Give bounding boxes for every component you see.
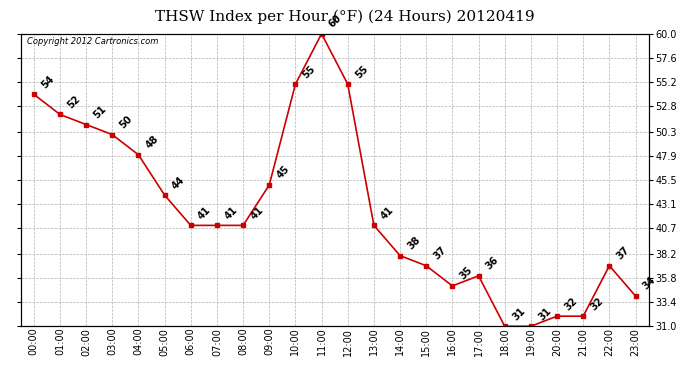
Text: 52: 52 bbox=[66, 94, 82, 110]
Text: 31: 31 bbox=[536, 306, 553, 322]
Text: 32: 32 bbox=[589, 296, 605, 312]
Text: 38: 38 bbox=[406, 235, 422, 252]
Text: 55: 55 bbox=[353, 63, 370, 80]
Text: 36: 36 bbox=[484, 255, 501, 272]
Text: 55: 55 bbox=[301, 63, 317, 80]
Text: Copyright 2012 Cartronics.com: Copyright 2012 Cartronics.com bbox=[27, 37, 158, 46]
Text: 35: 35 bbox=[458, 265, 475, 282]
Text: 31: 31 bbox=[511, 306, 527, 322]
Text: 54: 54 bbox=[39, 74, 56, 90]
Text: 37: 37 bbox=[432, 245, 448, 262]
Text: 48: 48 bbox=[144, 134, 161, 151]
Text: 32: 32 bbox=[562, 296, 579, 312]
Text: 41: 41 bbox=[380, 205, 396, 221]
Text: THSW Index per Hour (°F) (24 Hours) 20120419: THSW Index per Hour (°F) (24 Hours) 2012… bbox=[155, 9, 535, 24]
Text: 41: 41 bbox=[222, 205, 239, 221]
Text: 41: 41 bbox=[248, 205, 265, 221]
Text: 44: 44 bbox=[170, 174, 187, 191]
Text: 41: 41 bbox=[197, 205, 213, 221]
Text: 45: 45 bbox=[275, 164, 291, 181]
Text: 37: 37 bbox=[615, 245, 631, 262]
Text: 50: 50 bbox=[118, 114, 135, 130]
Text: 60: 60 bbox=[327, 13, 344, 30]
Text: 34: 34 bbox=[641, 275, 658, 292]
Text: 51: 51 bbox=[92, 104, 108, 120]
